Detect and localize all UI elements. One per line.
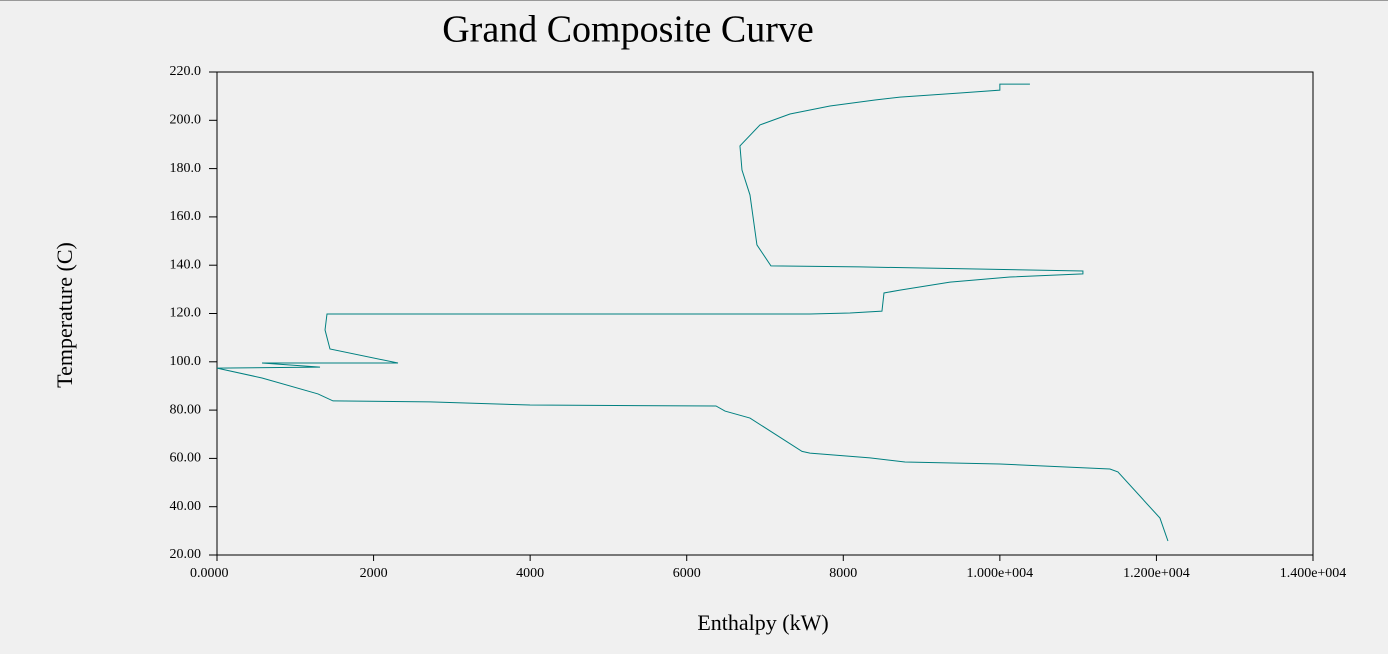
y-tick-label: 40.00 [170, 499, 202, 514]
y-tick-label: 80.00 [170, 402, 202, 417]
y-tick-label: 180.0 [170, 161, 202, 176]
x-tick-label: 2000 [360, 566, 388, 581]
y-tick-label: 200.0 [170, 113, 202, 128]
y-axis-label: Temperature (C) [52, 242, 77, 388]
x-tick-label: 6000 [673, 566, 701, 581]
y-tick-label: 100.0 [170, 354, 202, 369]
y-tick-label: 60.00 [170, 451, 202, 466]
x-axis-label: Enthalpy (kW) [697, 610, 828, 635]
x-tick-label: 0.0000 [190, 566, 229, 581]
y-tick-label: 140.0 [170, 257, 202, 272]
y-tick-label: 220.0 [170, 64, 202, 79]
x-tick-label: 1.200e+004 [1123, 566, 1190, 581]
x-tick-label: 4000 [516, 566, 544, 581]
data-line [216, 83, 1169, 542]
x-tick-label: 1.000e+004 [967, 566, 1034, 581]
y-tick-label: 160.0 [170, 209, 202, 224]
chart-title: Grand Composite Curve [442, 9, 814, 51]
x-tick-label: 1.400e+004 [1280, 566, 1347, 581]
y-tick-label: 20.00 [170, 547, 202, 562]
y-tick-label: 120.0 [170, 306, 202, 321]
x-tick-label: 8000 [829, 566, 857, 581]
